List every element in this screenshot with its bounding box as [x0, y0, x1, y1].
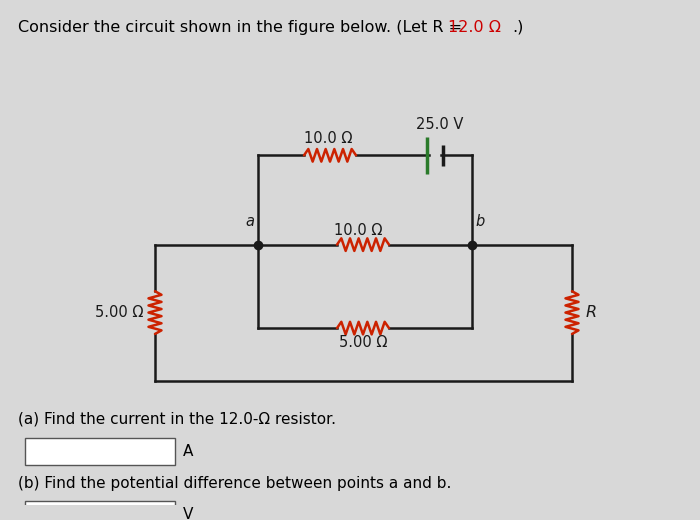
Text: 10.0 Ω: 10.0 Ω	[334, 223, 382, 238]
Text: 5.00 Ω: 5.00 Ω	[339, 335, 387, 350]
FancyBboxPatch shape	[25, 438, 175, 465]
Text: (a) Find the current in the 12.0-Ω resistor.: (a) Find the current in the 12.0-Ω resis…	[18, 412, 336, 427]
Text: .): .)	[512, 20, 524, 35]
Text: (b) Find the potential difference between points a and b.: (b) Find the potential difference betwee…	[18, 476, 452, 491]
Text: 12.0 Ω: 12.0 Ω	[448, 20, 501, 35]
Text: b: b	[475, 214, 484, 229]
Text: 10.0 Ω: 10.0 Ω	[304, 131, 352, 146]
Text: Consider the circuit shown in the figure below. (Let R =: Consider the circuit shown in the figure…	[18, 20, 468, 35]
Text: 5.00 Ω: 5.00 Ω	[94, 305, 143, 320]
Text: R: R	[586, 305, 597, 320]
Text: V: V	[183, 507, 193, 520]
Text: a: a	[246, 214, 255, 229]
Text: 25.0 V: 25.0 V	[416, 117, 463, 132]
FancyBboxPatch shape	[25, 501, 175, 520]
Text: A: A	[183, 444, 193, 459]
